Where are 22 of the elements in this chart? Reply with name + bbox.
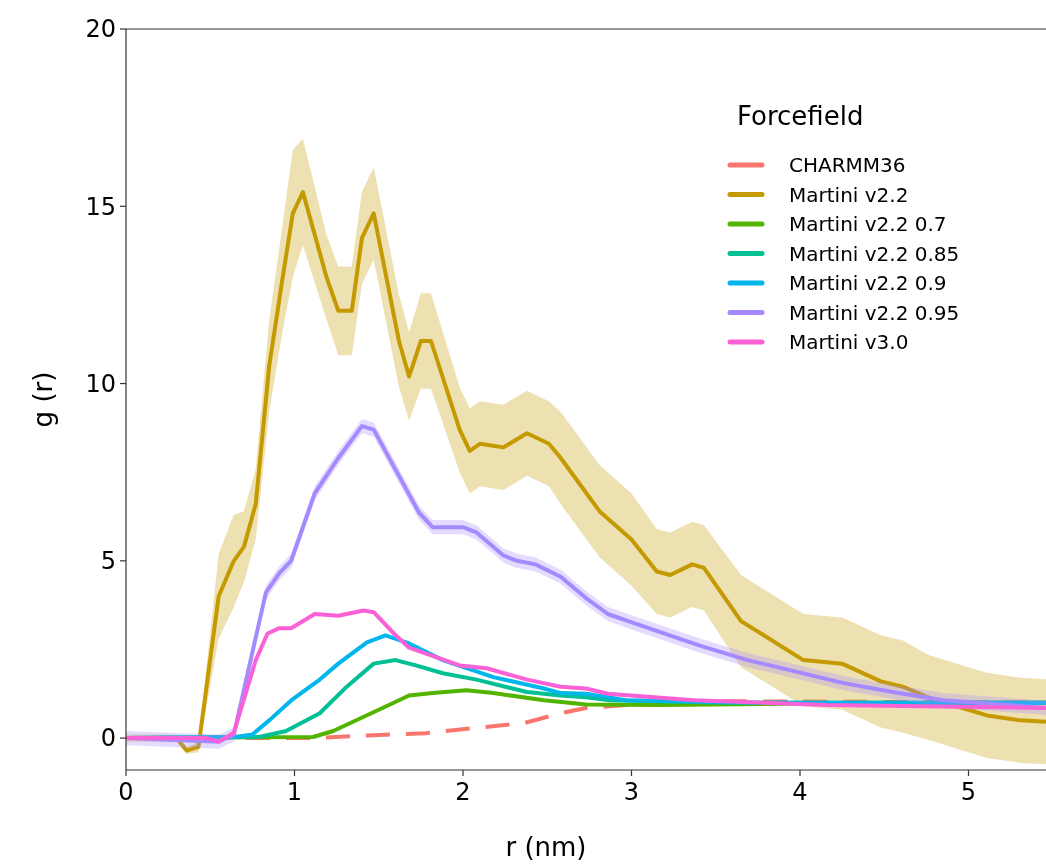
y-tick-label: 0 — [100, 724, 116, 753]
legend-label: Martini v2.2 — [789, 182, 909, 207]
y-tick-label: 15 — [85, 192, 116, 221]
legend-label: CHARMM36 — [789, 153, 906, 177]
x-tick-label: 5 — [960, 778, 977, 806]
y-tick-label: 10 — [85, 369, 116, 398]
legend-label: Martini v2.2 0.85 — [789, 241, 960, 266]
x-tick-label: 4 — [792, 778, 808, 806]
x-axis-title: r (nm) — [505, 832, 587, 862]
legend-label: Martini v3.0 — [789, 330, 909, 354]
y-tick-label: 5 — [100, 547, 116, 576]
legend-title: Forcefield — [737, 101, 864, 131]
legend-label: Martini v2.2 0.95 — [789, 300, 960, 325]
legend-label: Martini v2.2 0.7 — [789, 212, 947, 236]
legend-label: Martini v2.2 0.9 — [789, 271, 947, 295]
y-axis-title: g (r) — [28, 371, 58, 428]
x-tick-label: 3 — [623, 778, 640, 806]
y-tick-label: 20 — [85, 15, 116, 44]
x-tick-label: 2 — [455, 778, 471, 806]
line-series — [126, 608, 1046, 744]
x-tick-label: 1 — [286, 778, 303, 806]
x-tick-label: 0 — [118, 778, 134, 806]
